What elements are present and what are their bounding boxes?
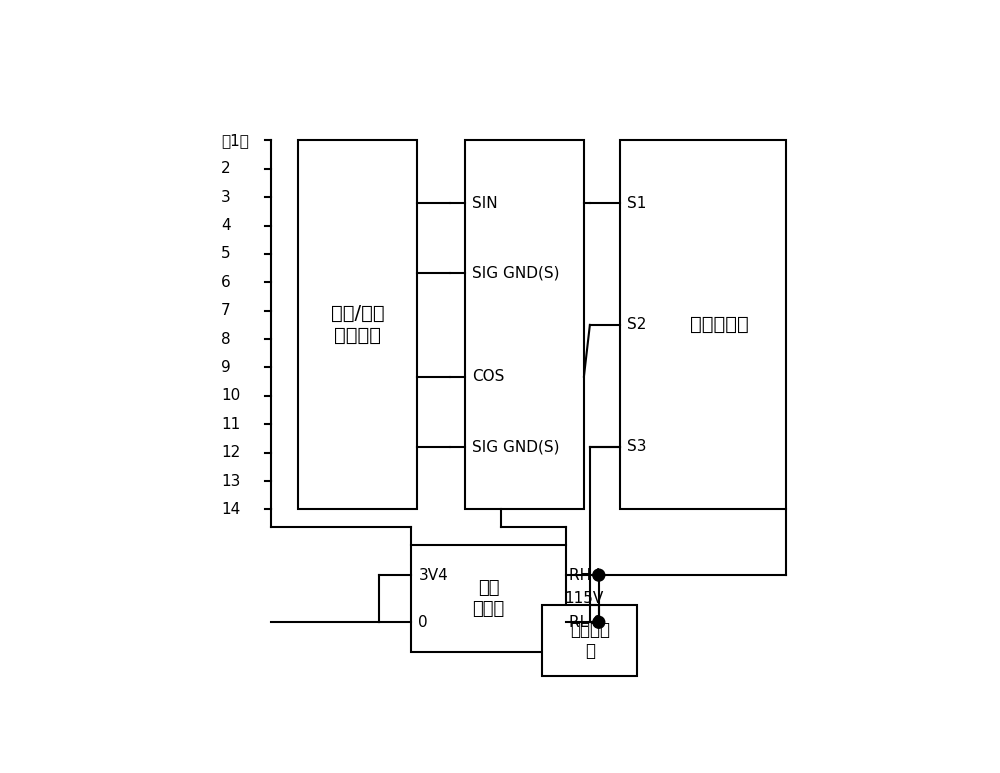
Text: S1: S1 xyxy=(627,196,646,210)
FancyBboxPatch shape xyxy=(620,141,786,509)
Text: 角位指示器: 角位指示器 xyxy=(690,315,749,335)
FancyBboxPatch shape xyxy=(542,604,637,676)
FancyBboxPatch shape xyxy=(465,141,584,509)
Text: COS: COS xyxy=(472,369,504,384)
Text: 4: 4 xyxy=(221,218,230,233)
Text: 9: 9 xyxy=(221,360,231,375)
Text: 0: 0 xyxy=(418,615,428,630)
Text: RL 0: RL 0 xyxy=(569,615,603,630)
Circle shape xyxy=(593,569,605,581)
Text: S2: S2 xyxy=(627,318,646,332)
Text: 3: 3 xyxy=(221,189,231,205)
Text: 11: 11 xyxy=(221,417,240,432)
Text: 3V4: 3V4 xyxy=(418,567,448,583)
Text: 10: 10 xyxy=(221,388,240,404)
Text: 115V: 115V xyxy=(564,591,604,606)
Text: 12: 12 xyxy=(221,445,240,460)
Text: S3: S3 xyxy=(627,439,646,455)
Text: SIG GND(S): SIG GND(S) xyxy=(472,266,560,281)
Text: SIN: SIN xyxy=(472,196,498,210)
Text: 数字/分解
器变换器: 数字/分解 器变换器 xyxy=(331,305,385,346)
Text: 第1位: 第1位 xyxy=(221,133,249,148)
Text: 14: 14 xyxy=(221,502,240,517)
Circle shape xyxy=(593,616,605,628)
Text: 6: 6 xyxy=(221,275,231,290)
Text: 7: 7 xyxy=(221,303,230,318)
Text: 5: 5 xyxy=(221,247,230,261)
Text: 13: 13 xyxy=(221,474,240,489)
Text: SIG GND(S): SIG GND(S) xyxy=(472,439,560,455)
Text: 2: 2 xyxy=(221,162,230,176)
FancyBboxPatch shape xyxy=(298,141,417,509)
Text: RH i: RH i xyxy=(569,567,600,583)
FancyBboxPatch shape xyxy=(411,545,566,652)
Text: 8: 8 xyxy=(221,332,230,346)
Text: 静止变频
器: 静止变频 器 xyxy=(570,621,610,659)
Text: 参考
变压器: 参考 变压器 xyxy=(473,579,505,618)
